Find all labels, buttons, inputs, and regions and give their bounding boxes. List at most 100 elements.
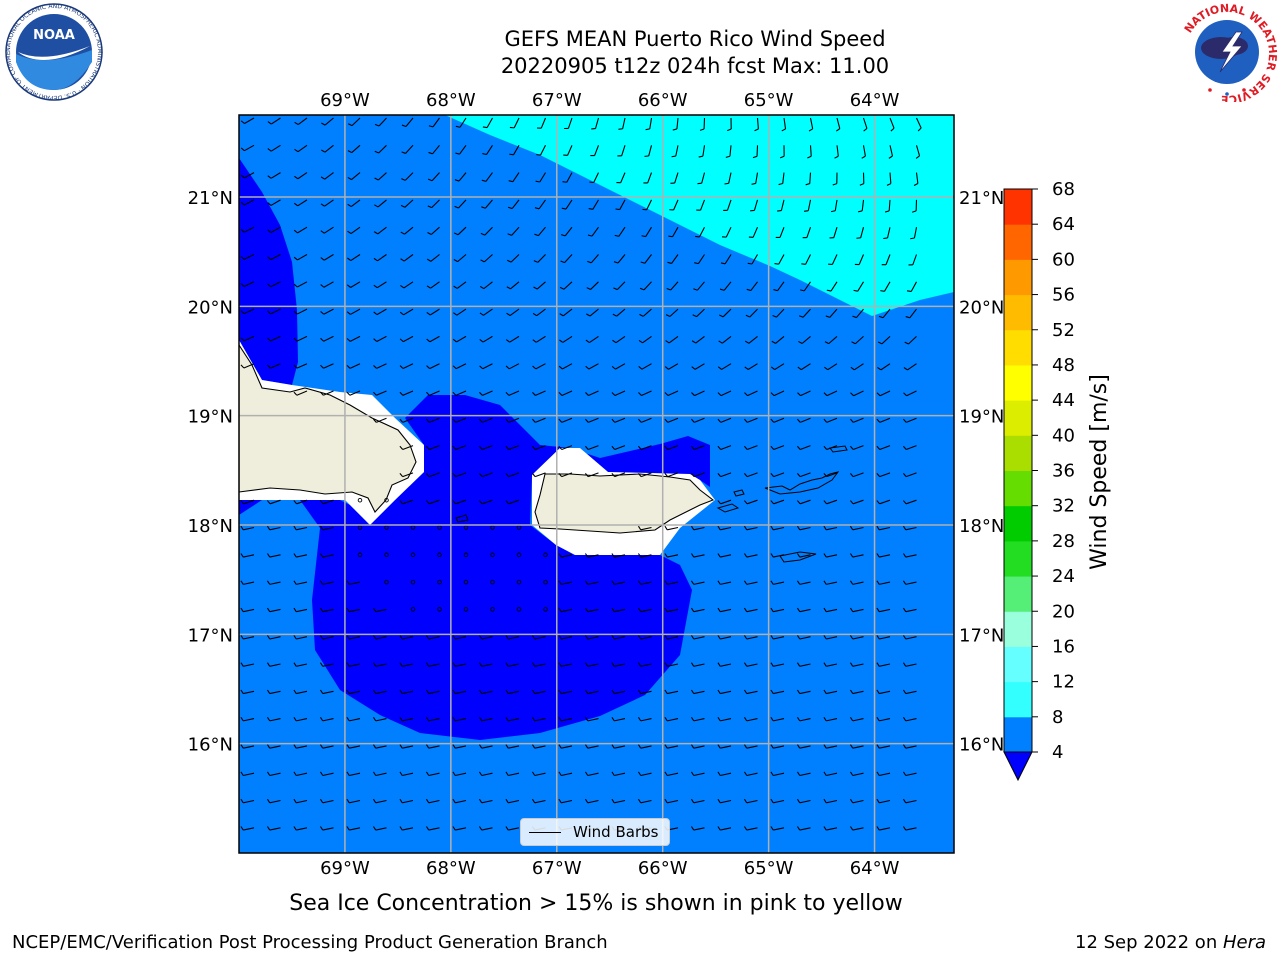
wind-barb xyxy=(717,798,732,804)
wind-barb xyxy=(482,144,493,156)
lat-label-right: 21°N xyxy=(959,188,1004,209)
longitude-labels-top: 69°W 68°W 67°W 66°W 65°W 64°W xyxy=(320,90,900,111)
wind-barb xyxy=(558,363,573,370)
wind-barb xyxy=(452,445,467,451)
wind-barb xyxy=(876,826,891,831)
colorbar-tick-label: 16 xyxy=(1052,636,1075,657)
wind-barb xyxy=(399,390,414,396)
wind-barb xyxy=(664,662,679,667)
colorbar-tick-label: 60 xyxy=(1052,249,1075,270)
wind-barb xyxy=(319,635,334,640)
lon-label-top: 65°W xyxy=(744,90,794,111)
wind-barb xyxy=(881,254,891,266)
wind-barb xyxy=(516,607,522,612)
wind-barb xyxy=(320,172,334,180)
wind-barb xyxy=(878,308,891,319)
wind-barb xyxy=(509,145,520,156)
wind-barb xyxy=(346,363,361,369)
wind-barb xyxy=(743,635,758,640)
wind-barb xyxy=(690,553,705,558)
wind-barb xyxy=(717,580,732,585)
wind-barb xyxy=(611,390,626,397)
wind-barb xyxy=(478,472,493,478)
wind-barb xyxy=(531,417,546,423)
wind-barb xyxy=(876,798,891,804)
wind-barb xyxy=(505,771,520,777)
wind-barb xyxy=(531,744,546,749)
wind-barb xyxy=(796,607,811,613)
wind-barb xyxy=(692,308,705,318)
wind-barb xyxy=(717,472,732,478)
wind-barb xyxy=(719,281,732,291)
wind-barb xyxy=(637,580,652,585)
wind-barb xyxy=(240,308,255,315)
wind-barb xyxy=(826,281,838,292)
colorbar-tick-label: 32 xyxy=(1052,496,1075,517)
wind-barb xyxy=(902,662,917,667)
colorbar-swatch xyxy=(1004,540,1032,577)
wind-barb xyxy=(823,525,838,531)
sea-ice-note: Sea Ice Concentration > 15% is shown in … xyxy=(289,891,903,916)
wind-barb xyxy=(591,117,600,130)
wind-barb xyxy=(876,662,891,667)
wind-barb xyxy=(699,117,706,131)
wind-barb xyxy=(240,144,255,152)
wind-barb xyxy=(611,445,626,451)
wind-barb xyxy=(293,771,308,777)
wind-barb xyxy=(862,117,868,132)
wind-barb xyxy=(372,417,387,423)
wind-barb xyxy=(796,553,811,558)
wind-barb xyxy=(748,226,759,238)
lat-label-left: 21°N xyxy=(188,188,233,209)
wind-barb xyxy=(611,744,626,749)
wind-barb xyxy=(744,335,758,344)
wind-barb xyxy=(796,716,811,722)
wind-barb xyxy=(399,771,414,777)
wind-barb xyxy=(902,553,917,558)
wind-barb xyxy=(320,363,334,369)
wind-barb xyxy=(888,145,894,159)
wind-barb xyxy=(823,744,838,749)
wind-barb xyxy=(267,199,281,206)
colorbar-tick-label: 52 xyxy=(1052,320,1075,341)
wind-barb xyxy=(664,553,679,558)
wind-barb xyxy=(717,553,732,558)
wind-barb xyxy=(558,798,573,804)
wind-barb xyxy=(384,497,389,503)
wind-barb xyxy=(543,552,548,558)
wind-barb xyxy=(425,499,440,505)
wind-barb xyxy=(346,335,361,342)
wind-barb xyxy=(664,390,679,397)
wind-barb xyxy=(543,579,548,585)
colorbar-swatch xyxy=(1004,224,1032,260)
wind-barb xyxy=(293,607,308,613)
wind-barb xyxy=(717,363,732,370)
wind-barb xyxy=(743,553,758,558)
wind-barb xyxy=(293,662,308,667)
wind-barb xyxy=(770,771,785,777)
wind-barb xyxy=(346,281,361,288)
wind-barb xyxy=(531,472,546,478)
wind-barb xyxy=(584,744,599,749)
wind-barb xyxy=(717,771,732,777)
wind-barb xyxy=(293,199,308,207)
wind-barb xyxy=(478,417,493,423)
wind-barb xyxy=(558,417,573,423)
wind-barb xyxy=(479,335,493,343)
wind-barb xyxy=(452,826,467,831)
wind-barb xyxy=(691,390,705,397)
wind-barb xyxy=(836,117,841,132)
wind-barb xyxy=(240,254,255,260)
wind-barb xyxy=(770,744,785,749)
map-frame xyxy=(238,114,955,854)
colorbar-swatch xyxy=(1004,189,1032,225)
wind-barb xyxy=(535,172,546,183)
wind-barb xyxy=(823,445,838,451)
wind-barb xyxy=(478,716,493,722)
wind-barb xyxy=(240,716,255,722)
wind-barb xyxy=(505,335,520,343)
wind-barb xyxy=(585,390,599,396)
wind-speed-8-12-region xyxy=(445,115,954,316)
lat-label-left: 18°N xyxy=(188,516,233,537)
wind-barb xyxy=(452,363,467,370)
